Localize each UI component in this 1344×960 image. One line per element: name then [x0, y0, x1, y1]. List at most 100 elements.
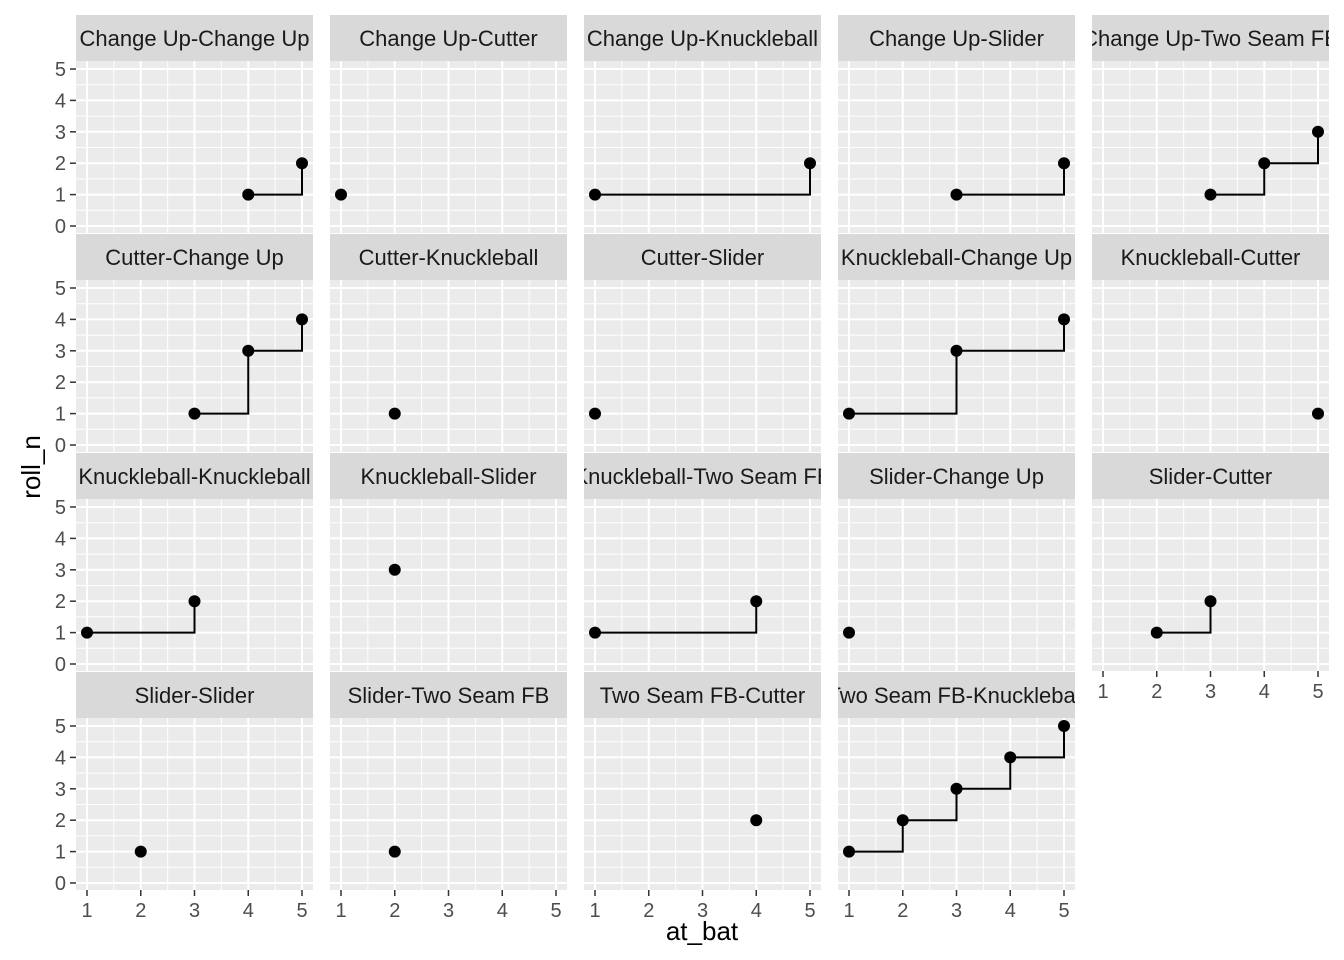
facet-strip-label: Knuckleball-Two Seam FB — [574, 464, 832, 489]
series-step-line — [248, 163, 303, 196]
x-tick-label: 4 — [497, 900, 508, 922]
facet-panel: Change Up-Two Seam FB — [1082, 15, 1339, 233]
y-tick-label: 5 — [55, 59, 66, 81]
facet-strip-label: Change Up-Cutter — [359, 26, 538, 51]
data-point — [388, 845, 401, 858]
facet-strip-label: Two Seam FB-Cutter — [600, 683, 805, 708]
facet-strip — [584, 234, 821, 280]
facet-panel: Knuckleball-Cutter — [1092, 234, 1329, 452]
series-step-line — [1156, 601, 1212, 634]
data-point — [188, 407, 201, 420]
data-point — [843, 407, 855, 420]
facet-strip — [1092, 234, 1329, 280]
facet-strip — [76, 15, 313, 61]
x-tick-label: 2 — [1151, 681, 1162, 703]
facet-strip-label: Change Up-Slider — [869, 26, 1044, 51]
data-point — [950, 782, 963, 795]
data-point — [950, 344, 963, 357]
facet-strip — [838, 453, 1075, 499]
data-point — [1204, 595, 1217, 608]
x-tick-label: 3 — [697, 900, 708, 922]
facet-panel: Knuckleball-Knuckleball 0 1 2 3 4 5 — [55, 453, 313, 676]
facet-strip-label: Cutter-Knuckleball — [359, 245, 539, 270]
facet-strip-label: Knuckleball-Change Up — [841, 245, 1072, 270]
x-tick-label: 2 — [389, 900, 400, 922]
facet-strip — [838, 672, 1075, 718]
data-point — [296, 157, 308, 170]
facet-panel: Cutter-Change Up 0 1 2 3 4 5 — [55, 234, 313, 457]
x-tick-label: 1 — [81, 900, 92, 922]
facet-strip — [1092, 453, 1329, 499]
facet-strip — [584, 672, 821, 718]
data-point — [750, 814, 763, 827]
y-tick-label: 0 — [55, 216, 66, 238]
facet-strip-label: Slider-Slider — [135, 683, 255, 708]
x-tick-label: 3 — [189, 900, 200, 922]
data-point — [242, 188, 255, 201]
facet-panel: Change Up-Knuckleball — [584, 15, 821, 233]
data-point — [296, 313, 308, 326]
y-tick-label: 3 — [55, 122, 66, 144]
x-tick-label: 5 — [1058, 900, 1069, 922]
data-point — [388, 407, 401, 420]
data-point — [750, 595, 763, 608]
x-tick-label: 2 — [643, 900, 654, 922]
x-tick-label: 5 — [1312, 681, 1323, 703]
data-point — [896, 814, 909, 827]
facet-strip — [584, 453, 821, 499]
y-tick-label: 3 — [55, 560, 66, 582]
data-point — [1058, 157, 1070, 170]
x-tick-label: 1 — [589, 900, 600, 922]
facet-panel: Change Up-Cutter — [330, 15, 567, 233]
facet-strip-label: Cutter-Slider — [641, 245, 764, 270]
x-tick-label: 1 — [1097, 681, 1108, 703]
data-point — [388, 563, 401, 576]
y-tick-label: 0 — [55, 435, 66, 457]
series-step-line — [595, 601, 758, 634]
data-point — [950, 188, 963, 201]
x-tick-label: 5 — [550, 900, 561, 922]
y-tick-label: 2 — [55, 372, 66, 394]
facet-panel: Change Up-Change Up 0 1 2 3 4 5 — [55, 15, 313, 238]
data-point — [242, 344, 255, 357]
x-tick-label: 4 — [751, 900, 762, 922]
facet-strip — [76, 672, 313, 718]
data-point — [1312, 407, 1324, 420]
y-tick-label: 0 — [55, 654, 66, 676]
facet-strip — [330, 453, 567, 499]
x-tick-label: 4 — [243, 900, 254, 922]
facet-panel: Knuckleball-Two Seam FB — [574, 453, 832, 671]
x-tick-label: 3 — [1205, 681, 1216, 703]
facet-strip-label: Change Up-Two Seam FB — [1082, 26, 1339, 51]
facet-strip — [76, 234, 313, 280]
data-point — [1150, 626, 1163, 639]
y-tick-label: 2 — [55, 810, 66, 832]
facet-strip-label: Two Seam FB-Knuckleball — [828, 683, 1086, 708]
x-tick-label: 1 — [335, 900, 346, 922]
x-tick-label: 3 — [951, 900, 962, 922]
x-tick-label: 3 — [443, 900, 454, 922]
x-tick-label: 1 — [843, 900, 854, 922]
facet-panel: Slider-Change Up — [838, 453, 1075, 671]
x-tick-label: 5 — [296, 900, 307, 922]
facet-strip-label: Slider-Change Up — [869, 464, 1044, 489]
y-axis-title: roll_n — [16, 435, 46, 499]
y-tick-label: 4 — [55, 528, 66, 550]
data-point — [1058, 720, 1070, 732]
y-tick-label: 2 — [55, 153, 66, 175]
y-tick-label: 5 — [55, 497, 66, 519]
y-tick-label: 3 — [55, 341, 66, 363]
facet-panel: Cutter-Knuckleball — [330, 234, 567, 452]
data-point — [589, 626, 601, 639]
data-point — [589, 188, 601, 201]
data-point — [134, 845, 147, 858]
facet-strip — [838, 234, 1075, 280]
x-tick-label: 2 — [135, 900, 146, 922]
facet-strip — [330, 234, 567, 280]
data-point — [81, 626, 93, 639]
facet-strip-label: Slider-Cutter — [1149, 464, 1272, 489]
x-tick-label: 4 — [1005, 900, 1016, 922]
data-point — [188, 595, 201, 608]
